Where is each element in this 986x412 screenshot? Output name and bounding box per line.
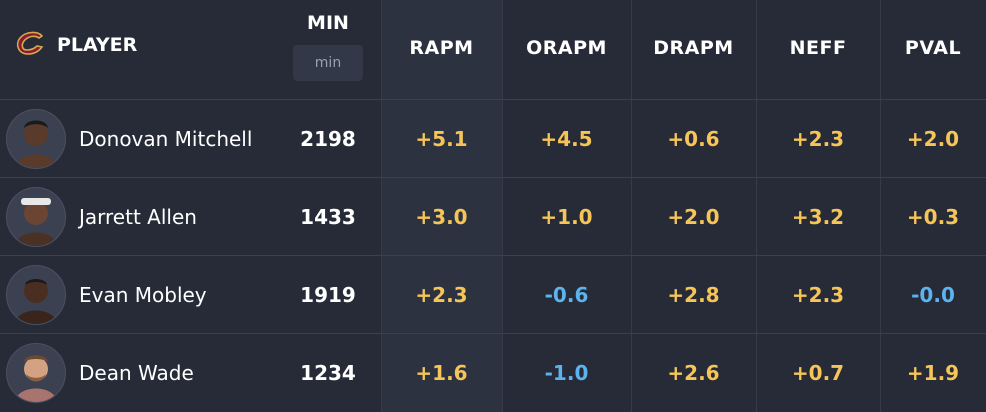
- table-row[interactable]: Evan Mobley 1919 +2.3 -0.6 +2.8 +2.3 -0.…: [0, 256, 986, 334]
- min-cell: 1234: [300, 360, 356, 385]
- rapm-cell: +1.6: [415, 360, 468, 385]
- player-name[interactable]: Donovan Mitchell: [79, 126, 253, 151]
- column-divider: [502, 0, 503, 412]
- player-avatar: [6, 187, 66, 247]
- table-row[interactable]: Jarrett Allen 1433 +3.0 +1.0 +2.0 +3.2 +…: [0, 178, 986, 256]
- rapm-column-header[interactable]: RAPM: [409, 37, 474, 59]
- player-avatar: [6, 109, 66, 169]
- orapm-cell: -1.0: [544, 360, 589, 385]
- column-divider: [756, 0, 757, 412]
- min-cell: 1433: [300, 204, 356, 229]
- drapm-cell: +0.6: [667, 126, 720, 151]
- player-avatar: [6, 265, 66, 325]
- column-divider: [381, 0, 382, 412]
- pval-cell: -0.0: [911, 282, 955, 307]
- player-name[interactable]: Dean Wade: [79, 360, 194, 385]
- drapm-cell: +2.8: [667, 282, 720, 307]
- neff-cell: +2.3: [791, 126, 845, 151]
- neff-cell: +0.7: [791, 360, 845, 385]
- neff-column-header[interactable]: NEFF: [789, 37, 847, 59]
- player-column-header[interactable]: PLAYER: [57, 34, 138, 56]
- cavaliers-c-logo-icon: [16, 31, 44, 55]
- drapm-cell: +2.0: [667, 204, 720, 229]
- orapm-cell: +4.5: [540, 126, 593, 151]
- pval-column-header[interactable]: PVAL: [904, 37, 962, 59]
- player-name[interactable]: Jarrett Allen: [79, 204, 197, 229]
- player-avatar: [6, 343, 66, 403]
- rapm-column-highlight: [381, 0, 502, 412]
- column-divider: [880, 0, 881, 412]
- table-row[interactable]: Dean Wade 1234 +1.6 -1.0 +2.6 +0.7 +1.9: [0, 334, 986, 411]
- table-row[interactable]: Donovan Mitchell 2198 +5.1 +4.5 +0.6 +2.…: [0, 100, 986, 178]
- column-divider: [631, 0, 632, 412]
- orapm-cell: +1.0: [540, 204, 593, 229]
- neff-cell: +2.3: [791, 282, 845, 307]
- min-column-header[interactable]: MIN: [307, 12, 349, 34]
- min-filter-input[interactable]: min: [293, 45, 363, 81]
- drapm-cell: +2.6: [667, 360, 720, 385]
- min-cell: 1919: [300, 282, 356, 307]
- rapm-cell: +5.1: [415, 126, 468, 151]
- orapm-column-header[interactable]: ORAPM: [526, 37, 607, 59]
- player-name[interactable]: Evan Mobley: [79, 282, 207, 307]
- rapm-cell: +2.3: [415, 282, 468, 307]
- rapm-cell: +3.0: [415, 204, 468, 229]
- pval-cell: +0.3: [906, 204, 960, 229]
- orapm-cell: -0.6: [544, 282, 589, 307]
- drapm-column-header[interactable]: DRAPM: [653, 37, 734, 59]
- table-header: PLAYER MIN min RAPM ORAPM DRAPM NEFF PVA…: [0, 0, 986, 100]
- pval-cell: +2.0: [906, 126, 960, 151]
- neff-cell: +3.2: [791, 204, 845, 229]
- pval-cell: +1.9: [906, 360, 960, 385]
- min-cell: 2198: [300, 126, 356, 151]
